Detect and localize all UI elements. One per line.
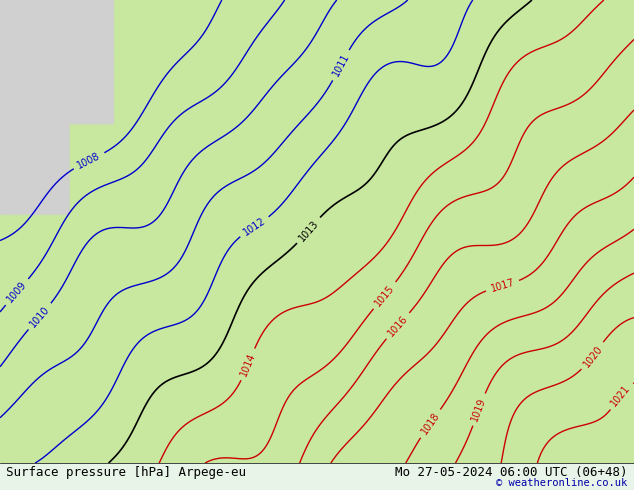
Text: 1015: 1015 [373, 283, 396, 308]
Text: 1013: 1013 [297, 218, 320, 243]
Text: 1021: 1021 [609, 383, 633, 408]
Text: 1017: 1017 [489, 277, 516, 294]
Text: 1019: 1019 [470, 396, 488, 423]
Text: 1014: 1014 [239, 351, 257, 378]
Text: 1009: 1009 [5, 279, 29, 304]
Text: © weatheronline.co.uk: © weatheronline.co.uk [496, 478, 628, 488]
Text: 1008: 1008 [75, 150, 102, 171]
Text: Mo 27-05-2024 06:00 UTC (06+48): Mo 27-05-2024 06:00 UTC (06+48) [395, 466, 628, 479]
Text: 1011: 1011 [331, 52, 351, 78]
Text: 1016: 1016 [386, 313, 410, 338]
Text: Surface pressure [hPa] Arpege-eu: Surface pressure [hPa] Arpege-eu [6, 466, 247, 479]
Text: 1012: 1012 [242, 216, 268, 238]
Text: 1010: 1010 [28, 304, 51, 329]
Text: 1020: 1020 [581, 343, 604, 369]
Text: 1018: 1018 [419, 411, 441, 437]
